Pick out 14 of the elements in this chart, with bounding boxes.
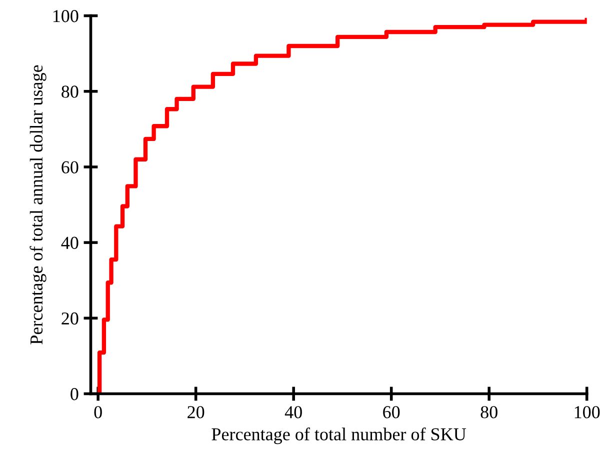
x-tick-label: 20 bbox=[188, 406, 204, 418]
y-tick-label: 0 bbox=[70, 388, 78, 400]
y-axis-title: Percentage of total annual dollar usage bbox=[30, 65, 46, 344]
x-tick-label: 0 bbox=[94, 406, 102, 418]
x-tick-label: 60 bbox=[383, 406, 400, 418]
y-tick-label: 40 bbox=[61, 236, 78, 249]
x-tick-label: 100 bbox=[574, 406, 600, 418]
x-tick-label: 80 bbox=[480, 406, 498, 418]
x-tick-label: 40 bbox=[284, 406, 302, 418]
y-tick-label: 20 bbox=[62, 312, 78, 325]
y-tick-label: 80 bbox=[62, 86, 78, 98]
y-tick-label: 60 bbox=[62, 161, 78, 174]
x-axis-title: Percentage of total number of SKU bbox=[212, 427, 466, 444]
y-tick-label: 100 bbox=[53, 10, 78, 22]
